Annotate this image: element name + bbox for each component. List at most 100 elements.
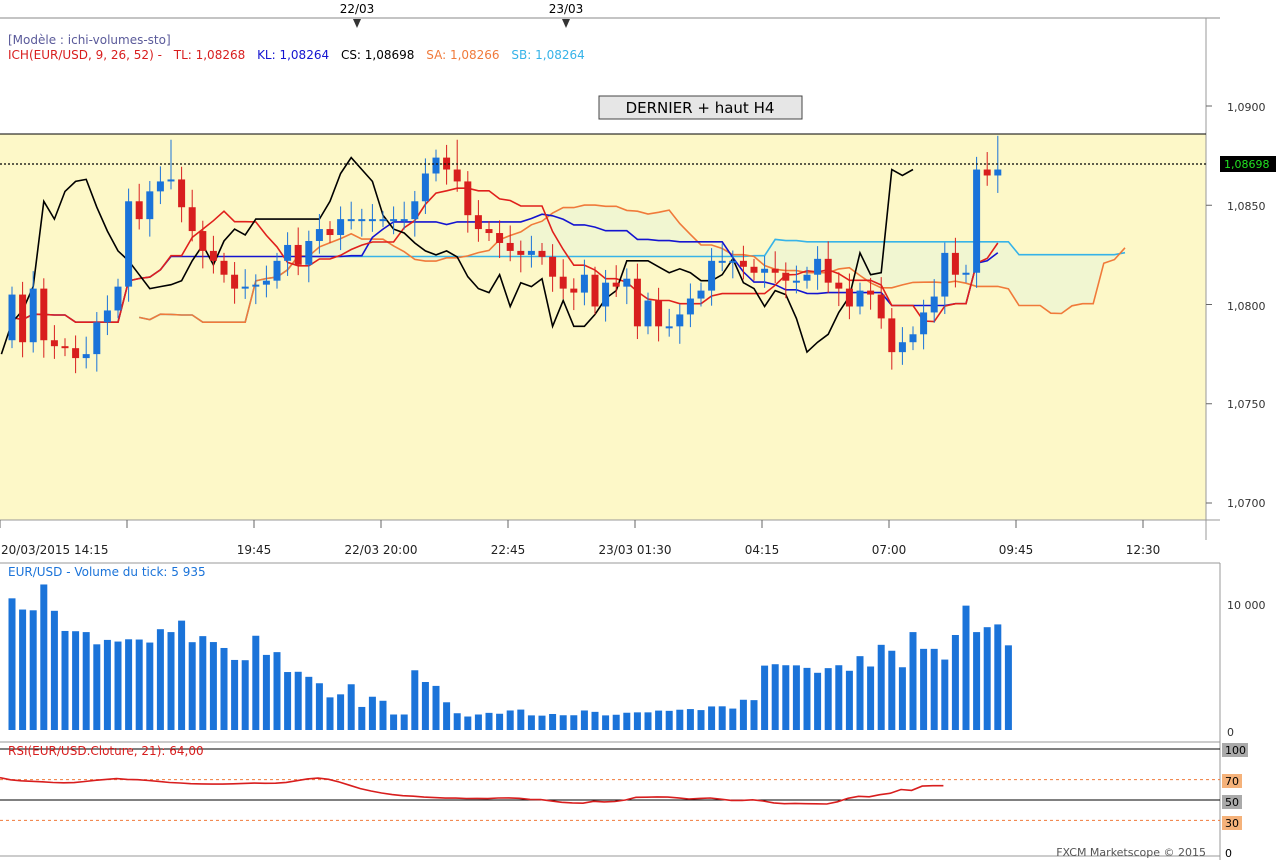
candle-body: [474, 215, 482, 230]
volume-bar: [19, 609, 27, 730]
volume-bar: [358, 706, 366, 730]
candle-body: [644, 300, 652, 327]
candle-body: [739, 260, 747, 267]
candle-body: [252, 284, 260, 287]
volume-bar: [337, 694, 345, 730]
candle-body: [771, 268, 779, 273]
marker-triangle-icon: [353, 19, 361, 28]
volume-bar: [315, 683, 323, 730]
candle-body: [167, 179, 175, 182]
volume-bar: [146, 642, 154, 730]
rsi-line: [0, 776, 944, 805]
candle-body: [262, 280, 270, 285]
candle-body: [676, 314, 684, 327]
volume-bar: [273, 652, 281, 730]
candle-body: [898, 342, 906, 353]
candle-body: [697, 290, 705, 299]
volume-bar: [220, 647, 228, 730]
volume-bar: [750, 700, 758, 730]
candle-body: [156, 181, 164, 192]
volume-bar: [199, 636, 207, 730]
candle-body: [559, 276, 567, 289]
volume-bar: [697, 710, 705, 730]
volume-bar: [262, 654, 270, 730]
candle-body: [527, 250, 535, 255]
volume-bar: [368, 696, 376, 730]
legend-tl: TL: 1,08268: [173, 48, 246, 62]
volume-bar: [930, 648, 938, 730]
candle-body: [231, 274, 239, 289]
volume-bar: [983, 627, 991, 730]
annotation-box[interactable]: DERNIER + haut H4: [598, 95, 803, 120]
volume-bar: [326, 697, 334, 730]
volume-bar: [496, 713, 504, 730]
footer-credit: FXCM Marketscope © 2015: [1056, 846, 1206, 859]
candle-body: [686, 298, 694, 315]
price-tick: 1,0850: [1227, 200, 1266, 213]
candle-body: [241, 286, 249, 289]
candle-body: [856, 290, 864, 307]
volume-bar: [1004, 645, 1012, 730]
volume-bar: [231, 659, 239, 730]
candle-body: [379, 219, 387, 222]
time-tick: 19:45: [237, 543, 272, 557]
legend-sb: SB: 1,08264: [511, 48, 584, 62]
candle-body: [824, 258, 832, 283]
volume-bar: [941, 659, 949, 730]
marker-triangle-icon: [562, 19, 570, 28]
rsi-title: RSI(EUR/USD.Cloture, 21): 64,00: [8, 744, 204, 758]
rsi-100-badge: [1222, 743, 1248, 757]
rsi-lines: [0, 748, 1220, 821]
volume-bar: [580, 710, 588, 730]
volume-bar: [284, 672, 292, 730]
price-panel-bg: [0, 134, 1206, 520]
volume-bar: [390, 714, 398, 730]
volume-bar: [379, 700, 387, 730]
volume-bar: [633, 712, 641, 730]
volume-bar: [676, 709, 684, 730]
candle-body: [220, 260, 228, 275]
volume-bar: [517, 709, 525, 730]
volume-bar: [898, 667, 906, 730]
candle-body: [125, 201, 133, 287]
price-tick: 1,0750: [1227, 398, 1266, 411]
rsi-tick: 0: [1225, 847, 1232, 860]
candle-body: [61, 346, 69, 349]
volume-bar: [156, 629, 164, 730]
top-marker-23-03[interactable]: 23/03: [549, 2, 584, 28]
legend-kl: KL: 1,08264: [257, 48, 329, 62]
legend-cs: CS: 1,08698: [341, 48, 414, 62]
candles: [8, 135, 1002, 374]
volume-bar: [178, 620, 186, 730]
last-price-badge: [1220, 156, 1276, 172]
volume-bar: [591, 711, 599, 730]
volume-bar: [856, 656, 864, 730]
volume-bar: [739, 699, 747, 730]
candle-body: [549, 256, 557, 277]
candle-body: [909, 334, 917, 343]
candle-body: [326, 229, 334, 236]
candle-body: [135, 201, 143, 220]
volume-bar: [623, 712, 631, 730]
annotation-text: DERNIER + haut H4: [626, 99, 775, 117]
volume-bar: [771, 664, 779, 730]
time-tick: 12:30: [1126, 543, 1161, 557]
volume-bar: [835, 665, 843, 730]
top-marker-22-03[interactable]: 22/03: [340, 2, 375, 28]
volume-bar: [527, 715, 535, 730]
volume-bar: [729, 708, 737, 730]
candle-body: [50, 340, 58, 347]
candle-body: [432, 157, 440, 174]
candle-body: [580, 274, 588, 293]
candle-body: [973, 169, 981, 273]
candle-body: [358, 219, 366, 222]
candle-body: [421, 173, 429, 202]
candle-body: [814, 258, 822, 275]
candle-body: [337, 219, 345, 236]
volume-bar: [443, 702, 451, 730]
candle-body: [623, 278, 631, 287]
rsi-tick: 70: [1225, 775, 1239, 788]
volume-bar: [29, 610, 37, 730]
candle-body: [485, 229, 493, 234]
